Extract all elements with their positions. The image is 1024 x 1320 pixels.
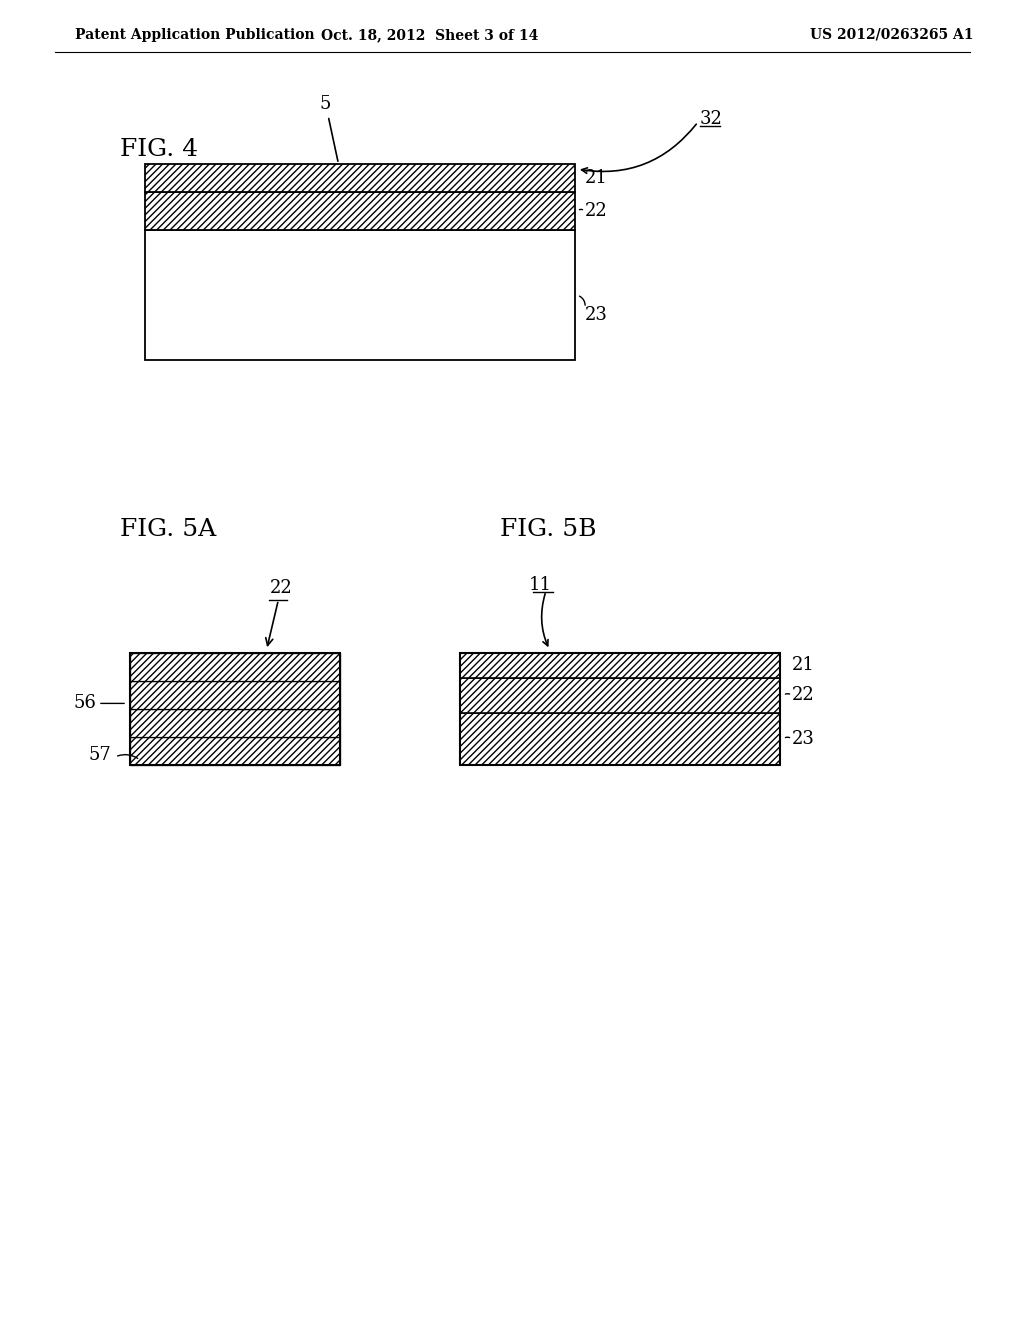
- Bar: [460, 653, 780, 678]
- Text: 22: 22: [585, 202, 608, 220]
- Text: 32: 32: [700, 110, 723, 128]
- Bar: [145, 230, 575, 360]
- Text: 11: 11: [528, 576, 552, 594]
- Text: FIG. 5A: FIG. 5A: [120, 519, 216, 541]
- Bar: [460, 713, 780, 766]
- Bar: [130, 737, 340, 766]
- Bar: [145, 164, 575, 191]
- Bar: [130, 681, 340, 709]
- Text: US 2012/0263265 A1: US 2012/0263265 A1: [810, 28, 974, 42]
- Text: 22: 22: [265, 579, 293, 645]
- Text: FIG. 5B: FIG. 5B: [500, 519, 597, 541]
- Text: 23: 23: [585, 305, 608, 323]
- Bar: [460, 678, 780, 713]
- Text: 57: 57: [89, 746, 112, 764]
- Text: 21: 21: [585, 169, 608, 187]
- Bar: [460, 653, 780, 766]
- Text: 21: 21: [792, 656, 815, 675]
- Bar: [145, 191, 575, 230]
- Text: 5: 5: [319, 95, 338, 161]
- Text: Patent Application Publication: Patent Application Publication: [75, 28, 314, 42]
- Text: 56: 56: [74, 694, 96, 713]
- Text: 22: 22: [792, 686, 815, 705]
- Text: Oct. 18, 2012  Sheet 3 of 14: Oct. 18, 2012 Sheet 3 of 14: [322, 28, 539, 42]
- Bar: [130, 709, 340, 737]
- Text: FIG. 4: FIG. 4: [120, 139, 198, 161]
- Text: 23: 23: [792, 730, 815, 748]
- Bar: [130, 653, 340, 766]
- Bar: [130, 653, 340, 681]
